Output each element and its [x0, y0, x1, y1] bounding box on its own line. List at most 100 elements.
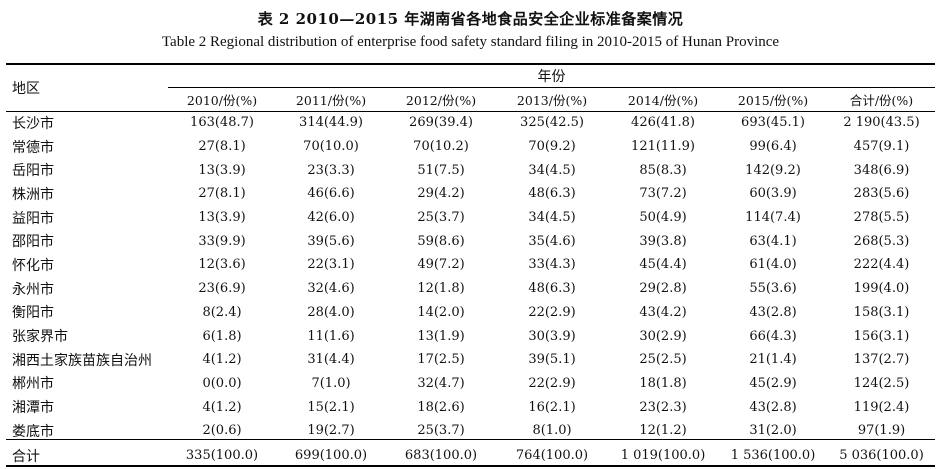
value-cell: 6(1.8) [202, 328, 242, 344]
value-cell: 39(5.6) [307, 233, 355, 249]
region-cell: 湘潭市 [12, 400, 54, 417]
value-cell: 4(1.2) [202, 399, 242, 415]
value-cell: 18(2.6) [417, 399, 465, 415]
value-cell: 29(2.8) [639, 281, 687, 297]
value-cell: 45(4.4) [639, 257, 687, 273]
column-header: 2015/份(%) [737, 92, 809, 108]
year-header-row: 2010/份(%) 2011/份(%) 2012/份(%) 2013/份(%) 2014… [6, 87, 935, 111]
value-cell: 2 190(43.5) [843, 115, 920, 131]
value-cell: 34(4.5) [528, 162, 576, 178]
table-caption-english: Table 2 Regional distribution of enterpr… [161, 34, 780, 50]
value-cell: 25(3.7) [417, 210, 465, 226]
value-cell: 457(9.1) [853, 139, 910, 155]
value-cell: 35(4.6) [528, 233, 576, 249]
value-cell: 43(2.8) [749, 399, 797, 415]
total-row: 合计 335(100.0) 699(100.0) 683(100.0) 764(100.… [6, 443, 935, 469]
table-row: 郴州市 0(0.0) 7(1.0) 32(4.7) 22(2.9) 18(1.8) 45(2… [6, 372, 935, 396]
value-cell: 15(2.1) [307, 399, 355, 415]
value-cell: 18(1.8) [639, 375, 687, 391]
table-caption-chinese: 表 2 2010—2015 年湖南省各地食品安全企业标准备案情况 [257, 10, 684, 28]
value-cell: 7(1.0) [311, 375, 351, 391]
value-cell: 325(42.5) [520, 115, 584, 131]
value-cell: 48(6.3) [528, 186, 576, 202]
value-cell: 70(10.0) [303, 139, 359, 155]
value-cell: 8(1.0) [532, 423, 572, 439]
table-row: 娄底市 2(0.6) 19(2.7) 25(3.7) 8(1.0) 12(1.2) 31(2… [6, 419, 935, 443]
value-cell: 2(0.6) [202, 423, 242, 439]
value-cell: 31(4.4) [307, 352, 355, 368]
region-cell: 邵阳市 [12, 234, 54, 251]
value-cell: 14(2.0) [417, 304, 465, 320]
value-cell: 48(6.3) [528, 281, 576, 297]
value-cell: 12(3.6) [198, 257, 246, 273]
value-cell: 23(3.3) [307, 162, 355, 178]
value-cell: 31(2.0) [749, 423, 797, 439]
value-cell: 34(4.5) [528, 210, 576, 226]
region-cell: 娄底市 [12, 423, 54, 440]
value-cell: 278(5.5) [853, 210, 910, 226]
value-cell: 85(8.3) [639, 162, 687, 178]
value-cell: 32(4.7) [417, 375, 465, 391]
value-cell: 22(2.9) [528, 375, 576, 391]
value-cell: 1 536(100.0) [730, 448, 816, 464]
value-cell: 4(1.2) [202, 352, 242, 368]
column-header: 2013/份(%) [516, 92, 588, 108]
value-cell: 27(8.1) [198, 186, 246, 202]
table-row: 永州市 23(6.9) 32(4.6) 12(1.8) 48(6.3) 29(2.8) 55… [6, 277, 935, 301]
value-cell: 119(2.4) [853, 399, 910, 415]
value-cell: 30(3.9) [528, 328, 576, 344]
value-cell: 764(100.0) [515, 448, 589, 464]
value-cell: 51(7.5) [417, 162, 465, 178]
value-cell: 13(1.9) [417, 328, 465, 344]
value-cell: 39(3.8) [639, 233, 687, 249]
value-cell: 693(45.1) [741, 115, 805, 131]
value-cell: 199(4.0) [853, 281, 910, 297]
column-header: 2011/份(%) [295, 92, 367, 108]
value-cell: 314(44.9) [299, 115, 363, 131]
value-cell: 22(3.1) [307, 257, 355, 273]
value-cell: 124(2.5) [853, 375, 910, 391]
value-cell: 13(3.9) [198, 162, 246, 178]
value-cell: 33(9.9) [198, 233, 246, 249]
value-cell: 683(100.0) [404, 448, 478, 464]
table-row: 衡阳市 8(2.4) 28(4.0) 14(2.0) 22(2.9) 43(4.2) 43(… [6, 301, 935, 325]
value-cell: 50(4.9) [639, 210, 687, 226]
region-cell: 长沙市 [12, 115, 54, 132]
value-cell: 66(4.3) [749, 328, 797, 344]
value-cell: 121(11.9) [631, 139, 695, 155]
value-cell: 28(4.0) [307, 304, 355, 320]
value-cell: 348(6.9) [853, 162, 910, 178]
year-group-rule [168, 87, 935, 88]
value-cell: 12(1.2) [639, 423, 687, 439]
value-cell: 25(2.5) [639, 352, 687, 368]
value-cell: 32(4.6) [307, 281, 355, 297]
value-cell: 8(2.4) [202, 304, 242, 320]
table-body: 长沙市 163(48.7) 314(44.9) 269(39.4) 325(42.5) 4… [6, 111, 935, 469]
region-cell: 郴州市 [12, 376, 54, 393]
table-row: 怀化市 12(3.6) 22(3.1) 49(7.2) 33(4.3) 45(4.4) 61… [6, 253, 935, 277]
value-cell: 43(2.8) [749, 304, 797, 320]
header-rule [6, 111, 935, 112]
value-cell: 27(8.1) [198, 139, 246, 155]
value-cell: 17(2.5) [417, 352, 465, 368]
value-cell: 268(5.3) [853, 233, 910, 249]
table-row: 常德市 27(8.1) 70(10.0) 70(10.2) 70(9.2) 121(11.… [6, 135, 935, 159]
column-header: 2010/份(%) [186, 92, 258, 108]
region-column-header: 地区 [12, 81, 40, 97]
column-header: 2012/份(%) [405, 92, 477, 108]
value-cell: 5 036(100.0) [839, 448, 924, 464]
table-row: 邵阳市 33(9.9) 39(5.6) 59(8.6) 35(4.6) 39(3.8) 63… [6, 229, 935, 253]
value-cell: 33(4.3) [528, 257, 576, 273]
value-cell: 11(1.6) [307, 328, 355, 344]
region-cell: 益阳市 [12, 210, 54, 227]
value-cell: 45(2.9) [749, 375, 797, 391]
total-rule [6, 439, 935, 440]
value-cell: 30(2.9) [639, 328, 687, 344]
region-cell: 湘西土家族苗族自治州 [12, 352, 152, 369]
table-row: 益阳市 13(3.9) 42(6.0) 25(3.7) 34(4.5) 50(4.9) 11… [6, 206, 935, 230]
value-cell: 699(100.0) [294, 448, 368, 464]
value-cell: 19(2.7) [307, 423, 355, 439]
value-cell: 70(10.2) [413, 139, 469, 155]
region-cell: 衡阳市 [12, 305, 54, 322]
value-cell: 158(3.1) [853, 304, 910, 320]
